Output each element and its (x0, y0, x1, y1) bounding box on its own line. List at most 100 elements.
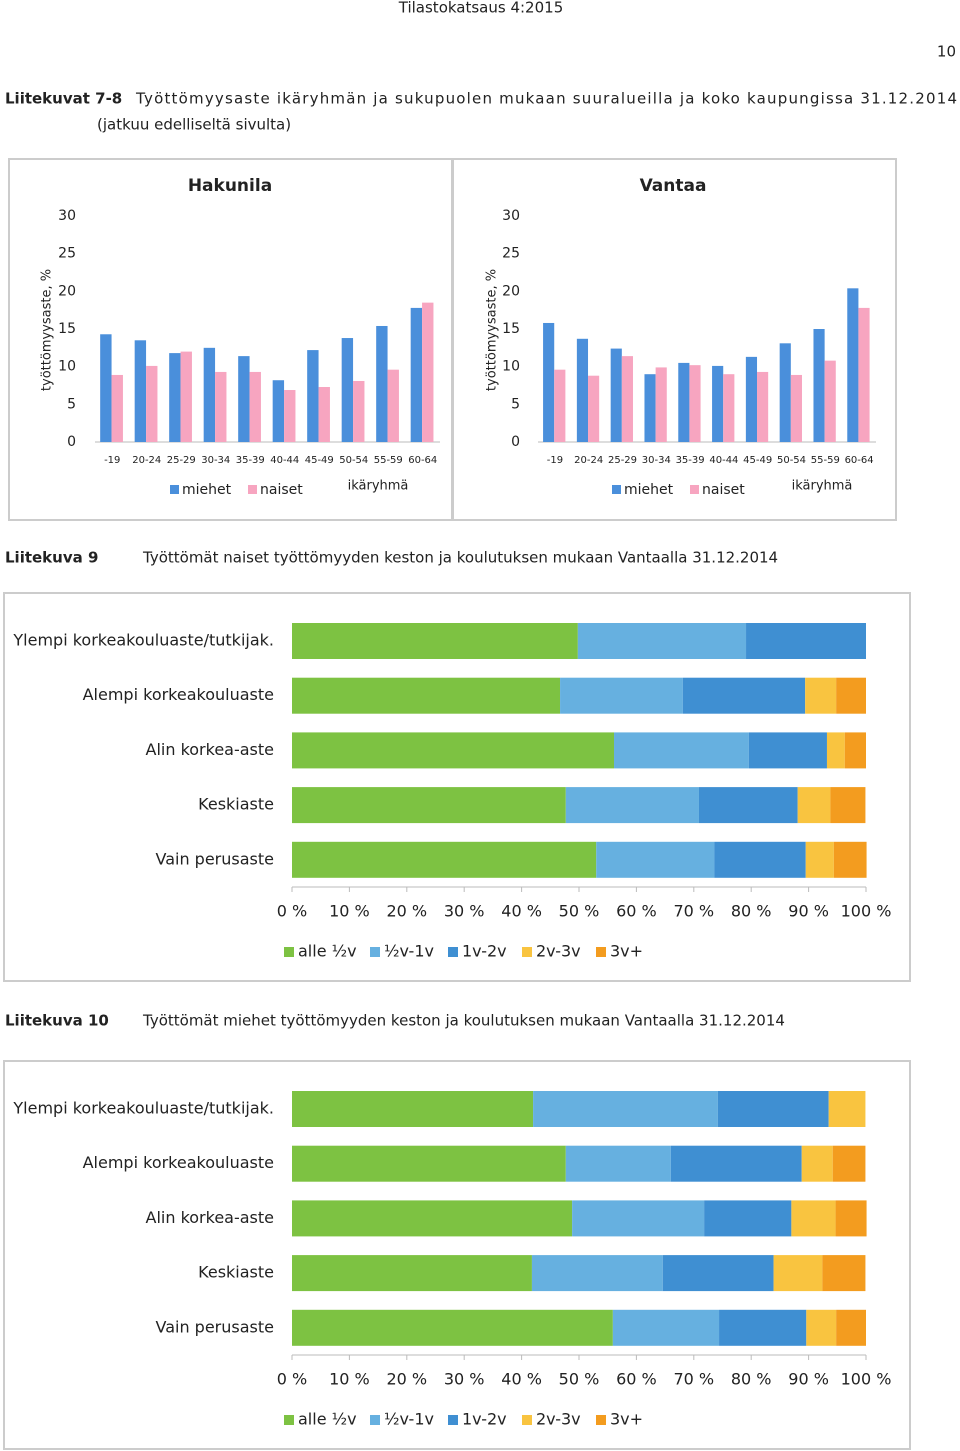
bar-segment (826, 732, 845, 769)
legend-label: ½v-1v (384, 942, 434, 961)
x-axis-label: ikäryhmä (792, 479, 853, 494)
bar (543, 322, 555, 442)
bar-segment (805, 677, 837, 714)
legend-label: 3v+ (610, 942, 643, 961)
bar (307, 350, 319, 442)
x-tick-label: 60-64 (845, 455, 874, 466)
bar (249, 371, 261, 442)
x-tick-label: 70 % (673, 1370, 714, 1389)
caption-label: Liitekuvat 7-8 (5, 90, 122, 108)
bar-segment (565, 787, 699, 824)
x-tick-label: 10 % (329, 902, 370, 921)
bar-segment (832, 1145, 866, 1182)
y-axis-label: työttömyysaste, % (485, 269, 500, 391)
bar (376, 325, 388, 442)
bar (318, 387, 330, 442)
y-tick-label: 5 (511, 396, 520, 412)
x-tick-label: 30 % (444, 902, 485, 921)
bar-segment (292, 1255, 532, 1292)
y-tick-label: Keskiaste (198, 795, 274, 814)
bar (169, 353, 181, 442)
y-tick-label: Alin korkea-aste (146, 1208, 275, 1227)
bar-segment (844, 732, 866, 769)
x-tick-label: 0 % (277, 902, 307, 921)
bar-segment (565, 1145, 671, 1182)
bar (576, 338, 589, 442)
bar-segment (292, 623, 578, 659)
x-tick-label: 100 % (841, 1370, 892, 1389)
bar-segment (719, 1309, 807, 1346)
legend-label: 3v+ (610, 1410, 643, 1429)
x-axis-label: ikäryhmä (348, 479, 409, 494)
bar-segment (833, 841, 867, 878)
y-tick-label: Keskiaste (198, 1263, 274, 1282)
x-tick-label: 50 % (559, 1370, 600, 1389)
y-tick-label: Alin korkea-aste (146, 740, 275, 759)
x-tick-label: 80 % (731, 902, 772, 921)
bar-segment (292, 1309, 613, 1346)
x-tick-label: 90 % (788, 1370, 829, 1389)
x-tick-label: 50 % (559, 902, 600, 921)
y-tick-label: Alempi korkeakouluaste (83, 685, 274, 704)
bar (621, 356, 633, 442)
y-tick-label: 25 (502, 246, 520, 262)
y-tick-label: 10 (502, 359, 520, 375)
bar (146, 365, 158, 442)
legend-swatch (596, 1415, 606, 1425)
legend-label: naiset (702, 482, 745, 498)
caption-text: Työttömät miehet työttömyyden keston ja … (142, 1012, 785, 1030)
bar (644, 374, 656, 442)
bar-segment (572, 1200, 705, 1237)
bar-segment (806, 1309, 837, 1346)
bar (180, 351, 192, 442)
y-tick-label: 30 (58, 208, 76, 224)
legend-label: naiset (260, 482, 303, 498)
bar (238, 356, 250, 442)
caption-text: Työttömyysaste ikäryhmän ja sukupuolen m… (135, 90, 957, 108)
bar-segment (292, 1145, 566, 1182)
legend-swatch (370, 1415, 380, 1425)
x-tick-label: 35-39 (236, 455, 265, 466)
x-tick-label: 20 % (386, 902, 427, 921)
bar-segment (292, 732, 615, 769)
legend-label: miehet (624, 482, 674, 498)
bar-segment (717, 1091, 829, 1127)
legend-swatch (522, 1415, 532, 1425)
legend-swatch (284, 1415, 294, 1425)
bar-segment (822, 1255, 866, 1292)
y-tick-label: 25 (58, 246, 76, 262)
bar (134, 340, 147, 442)
bar-segment (714, 841, 806, 878)
bar (779, 343, 791, 442)
legend-label: ½v-1v (384, 1410, 434, 1429)
bar (111, 374, 123, 442)
x-tick-label: 90 % (788, 902, 829, 921)
y-tick-label: 5 (67, 396, 76, 412)
bar-segment (596, 841, 715, 878)
y-tick-label: 20 (58, 283, 76, 299)
bar-segment (704, 1200, 792, 1237)
y-tick-label: 15 (502, 321, 520, 337)
x-tick-label: 55-59 (374, 455, 403, 466)
bar-segment (748, 732, 827, 769)
x-tick-label: 60-64 (408, 455, 437, 466)
legend-swatch (690, 485, 699, 494)
bar-segment (670, 1145, 802, 1182)
bar (745, 356, 758, 442)
x-tick-label: 20 % (386, 1370, 427, 1389)
bar-segment (533, 1091, 718, 1127)
bar (858, 307, 870, 442)
bar (341, 338, 354, 442)
x-tick-label: 40 % (501, 902, 542, 921)
x-tick-label: 20-24 (132, 455, 161, 466)
legend-label: 2v-3v (536, 942, 581, 961)
bar-segment (835, 1200, 867, 1237)
x-tick-label: 10 % (329, 1370, 370, 1389)
header-title: Tilastokatsaus 4:2015 (398, 0, 563, 17)
bar-segment (746, 623, 866, 659)
bar-segment (292, 787, 566, 824)
legend-label: alle ½v (298, 1410, 357, 1429)
bar (387, 369, 399, 442)
y-tick-label: Vain perusaste (156, 1317, 275, 1336)
